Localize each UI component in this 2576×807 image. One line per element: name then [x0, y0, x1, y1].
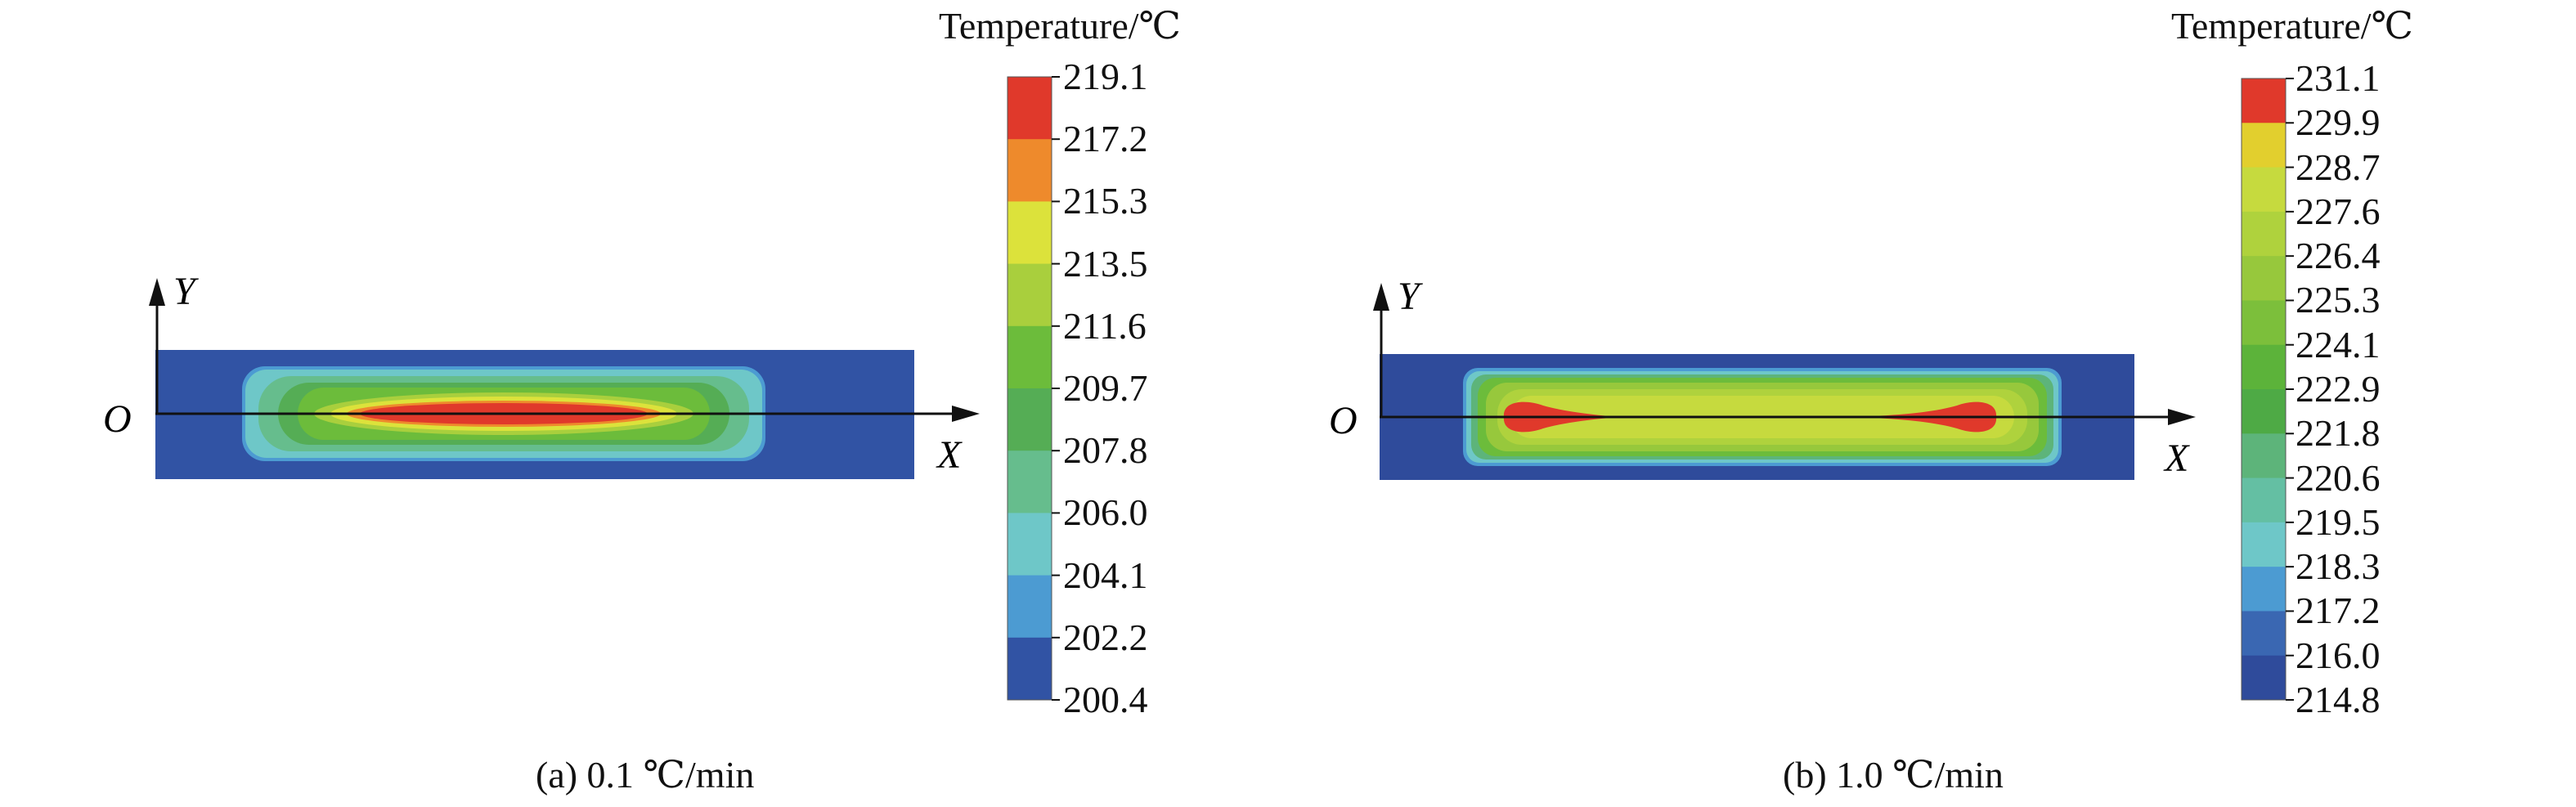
colorbar-band	[2242, 567, 2286, 612]
colorbar-band	[1008, 637, 1052, 701]
coordinate-axes	[149, 278, 980, 422]
colorbar-band	[2242, 655, 2286, 701]
x-axis-arrow-icon	[2168, 409, 2196, 425]
colorbar-tick-label: 207.8	[1063, 429, 1148, 472]
temperature-field	[155, 350, 914, 479]
colorbar-tick-label: 229.9	[2296, 101, 2381, 144]
colorbar-tick-label: 222.9	[2296, 368, 2381, 410]
panel-a-plot: O X Y	[103, 76, 1060, 701]
colorbar-tick-label: 220.6	[2296, 456, 2381, 499]
x-axis-arrow-icon	[952, 406, 980, 422]
x-axis-label: X	[936, 433, 963, 477]
colorbar-tick-label: 218.3	[2296, 545, 2381, 588]
coordinate-axes	[1373, 283, 2196, 425]
x-axis-label: X	[2163, 437, 2190, 480]
colorbar-tick-label: 215.3	[1063, 180, 1148, 222]
panel-a: O X Y Temperature/℃ 219.1 217.2 215.3 213.5…	[103, 5, 1181, 796]
panel-caption: (b) 1.0 ℃/min	[1783, 754, 2004, 796]
colorbar-tick-label: 211.6	[1063, 304, 1147, 347]
colorbar-band	[1008, 513, 1052, 576]
colorbar-band	[2242, 78, 2286, 123]
colorbar-tick-label: 226.4	[2296, 235, 2381, 277]
legend-title: Temperature/℃	[2171, 5, 2413, 47]
colorbar-band	[1008, 77, 1052, 140]
origin-label: O	[1329, 399, 1358, 442]
colorbar-band	[2242, 256, 2286, 301]
colorbar-tick-label: 206.0	[1063, 491, 1148, 534]
colorbar-band	[2242, 522, 2286, 567]
colorbar-tick-label: 224.1	[2296, 323, 2381, 365]
colorbar-tick-label: 213.5	[1063, 242, 1148, 285]
colorbar-tick-label: 209.7	[1063, 367, 1148, 409]
colorbar-tick-label: 204.1	[1063, 554, 1148, 596]
colorbar-tick-label: 202.2	[1063, 616, 1148, 658]
colorbar-tick-label: 227.6	[2296, 190, 2381, 232]
colorbar-tick-label: 217.2	[1063, 118, 1148, 160]
colorbar-band	[1008, 201, 1052, 265]
colorbar-band	[2242, 389, 2286, 434]
y-axis-arrow-icon	[1373, 283, 1389, 311]
panel-b-plot: O X Y	[1329, 78, 2294, 701]
colorbar-tick-label: 216.0	[2296, 634, 2381, 676]
colorbar-tick-label: 231.1	[2296, 57, 2381, 99]
colorbar-band	[2242, 611, 2286, 657]
origin-label: O	[103, 397, 132, 441]
colorbar-band	[1008, 325, 1052, 389]
y-axis-label: Y	[1398, 275, 1423, 318]
colorbar-tick-label: 200.4	[1063, 679, 1148, 720]
y-axis-arrow-icon	[149, 278, 165, 306]
colorbar-band	[2242, 300, 2286, 346]
panel-b: O X Y Temperature/℃ 231.1 229.9 228.7 227.6…	[1288, 0, 2576, 807]
legend-title: Temperature/℃	[939, 5, 1181, 47]
colorbar-band	[2242, 344, 2286, 390]
colorbar-band	[1008, 388, 1052, 451]
panel-caption: (a) 0.1 ℃/min	[536, 754, 755, 796]
colorbar-band	[2242, 167, 2286, 213]
colorbar-band	[2242, 211, 2286, 257]
colorbar-band	[1008, 451, 1052, 513]
colorbar-band	[1008, 575, 1052, 639]
colorbar-band	[2242, 477, 2286, 523]
colorbar-tick-label: 225.3	[2296, 279, 2381, 321]
colorbar-tick-label: 219.5	[2296, 500, 2381, 543]
colorbar	[1007, 76, 1060, 701]
colorbar	[2241, 78, 2294, 701]
colorbar-tick-label: 228.7	[2296, 146, 2381, 188]
y-axis-label: Y	[173, 270, 199, 313]
colorbar-tick-label: 219.1	[1063, 56, 1148, 97]
colorbar-tick-label: 217.2	[2296, 590, 2381, 632]
colorbar-band	[1008, 263, 1052, 327]
colorbar-band	[2242, 123, 2286, 168]
colorbar-tick-label: 221.8	[2296, 412, 2381, 455]
colorbar-band	[1008, 139, 1052, 202]
colorbar-tick-label: 214.8	[2296, 679, 2381, 720]
colorbar-band	[2242, 433, 2286, 479]
